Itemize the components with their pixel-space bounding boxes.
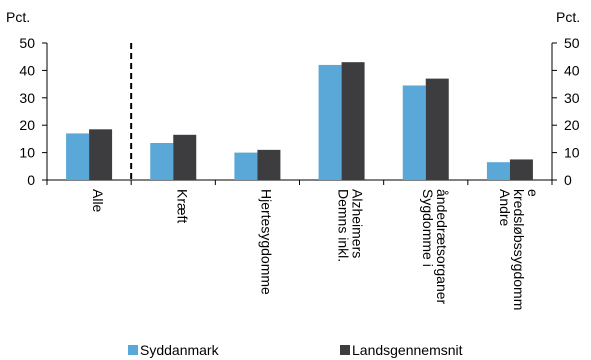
x-tick-label: Alle	[90, 189, 106, 213]
legend-label-series-1: Landsgennemsnit	[352, 342, 463, 358]
x-tick-label: Demns inkl.	[336, 189, 352, 262]
axes: 0 0 10 10 20 20 30 30 40 40 50 50	[19, 35, 579, 188]
legend-swatch-series-0	[128, 345, 138, 355]
bar-syddanmark-5	[486, 162, 510, 180]
y-tick-label-right: 30	[564, 90, 580, 106]
y-tick-label-right: 20	[564, 117, 580, 133]
y-tick-label-left: 20	[19, 117, 35, 133]
x-tick-label: Andre	[497, 189, 513, 227]
legend-item-series-0: Syddanmark	[128, 342, 219, 358]
x-tick-label: åndedrætsorganer	[434, 189, 450, 305]
y-tick-label-left: 40	[19, 62, 35, 78]
bar-syddanmark-1	[150, 143, 174, 180]
x-tick-label: e	[525, 189, 541, 197]
x-tick-label: Alzheimers	[350, 189, 366, 258]
bar-landsgennemsnit-3	[341, 62, 365, 180]
right-axis-unit: Pct.	[556, 9, 581, 25]
x-tick-labels: Alle Kræft Hjertesygdomme Demns inkl.Alzhei…	[90, 189, 541, 310]
bar-syddanmark-2	[234, 152, 258, 180]
legend-item-series-1: Landsgennemsnit	[340, 342, 463, 358]
y-tick-label-right: 50	[564, 35, 580, 51]
x-tick-label: Hjertesygdomme	[258, 189, 274, 295]
bar-syddanmark-0	[66, 133, 90, 180]
y-tick-label-left: 50	[19, 35, 35, 51]
bar-syddanmark-3	[318, 64, 342, 180]
y-tick-label-right: 40	[564, 62, 580, 78]
legend-swatch-series-1	[340, 345, 350, 355]
y-tick-label-left: 0	[27, 172, 35, 188]
y-tick-label-right: 10	[564, 145, 580, 161]
bar-syddanmark-4	[402, 85, 426, 180]
bar-landsgennemsnit-0	[89, 129, 113, 180]
y-tick-label-left: 30	[19, 90, 35, 106]
x-tick-label: Kræft	[174, 189, 190, 223]
bar-landsgennemsnit-2	[257, 149, 281, 180]
bar-landsgennemsnit-1	[173, 134, 197, 180]
y-tick-label-left: 10	[19, 145, 35, 161]
x-tick-label: Sygdomme i	[420, 189, 436, 267]
bar-landsgennemsnit-4	[425, 78, 449, 180]
y-tick-label-right: 0	[564, 172, 572, 188]
x-tick-label: kredsløbssygdomm	[511, 189, 527, 310]
left-axis-unit: Pct.	[6, 9, 31, 25]
bar-landsgennemsnit-5	[509, 159, 533, 180]
bars	[66, 62, 533, 180]
legend-label-series-0: Syddanmark	[140, 342, 219, 358]
